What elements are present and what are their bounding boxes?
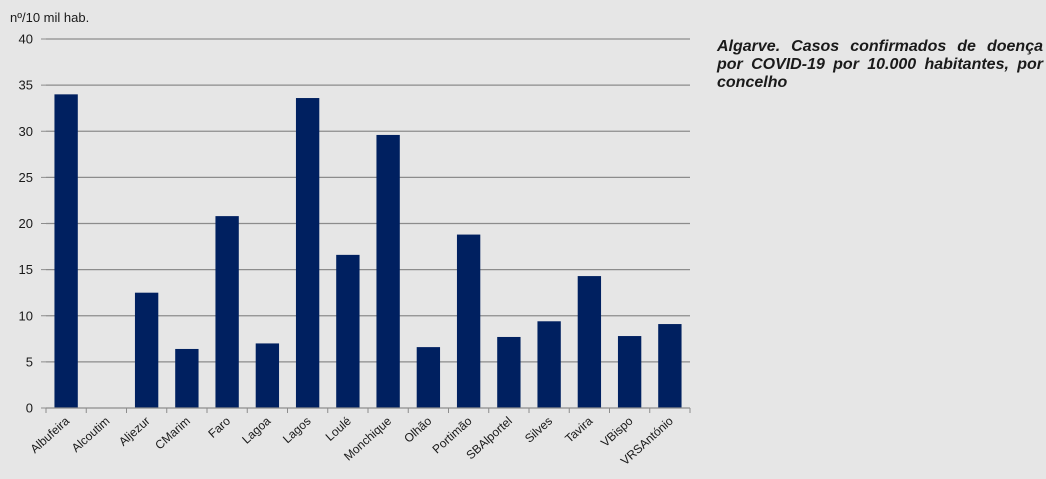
x-tick-label: Aljezur <box>116 414 153 449</box>
bar-albufeira <box>54 94 78 408</box>
x-tick-label: Alcoutim <box>69 414 113 455</box>
x-tick-label: Tavira <box>562 414 595 446</box>
y-tick-label: 10 <box>19 308 33 323</box>
bar-faro <box>215 216 239 408</box>
bar-chart: nº/10 mil hab. 0 5 10 15 20 25 30 35 40 Albufeir… <box>10 10 691 468</box>
y-tick-label: 5 <box>26 354 33 369</box>
y-axis-unit-label: nº/10 mil hab. <box>10 10 89 25</box>
x-tick-label: Silves <box>522 414 555 446</box>
chart: nº/10 mil hab. 0 5 10 15 20 25 30 35 40 Albufeir… <box>10 10 691 468</box>
bar-olhão <box>416 347 441 408</box>
x-tick-label: CMarim <box>152 414 193 453</box>
x-tick-label: Olhão <box>401 414 434 446</box>
y-tick-label: 40 <box>19 32 33 47</box>
y-tick-label: 0 <box>26 401 33 416</box>
bar-sbalportel <box>497 336 521 408</box>
y-tick-label: 15 <box>19 262 33 277</box>
x-tick-label: Albufeira <box>28 414 73 456</box>
x-tick-label: Lagos <box>280 414 314 446</box>
y-tick-label: 20 <box>19 216 33 231</box>
bars <box>54 94 682 408</box>
x-tick-label: Lagoa <box>239 414 273 447</box>
y-tick-labels: 0 5 10 15 20 25 30 35 40 <box>19 32 33 416</box>
bar-silves <box>537 321 561 408</box>
y-tick-label: 25 <box>19 170 33 185</box>
x-tick-label: Faro <box>205 414 233 441</box>
bar-aljezur <box>134 292 159 408</box>
x-tick-label: Loulé <box>323 414 354 444</box>
chart-caption: Algarve. Casos confirmados de doença por… <box>717 38 1043 91</box>
bar-vrsantónio <box>658 324 682 408</box>
axes <box>41 38 691 413</box>
bar-lagoa <box>255 343 280 408</box>
y-tick-label: 35 <box>19 78 33 93</box>
x-tick-label: VBispo <box>598 414 636 450</box>
bar-monchique <box>376 134 400 408</box>
bar-loulé <box>336 254 360 408</box>
bar-lagos <box>295 98 320 408</box>
bar-cmarim <box>175 348 199 408</box>
y-tick-label: 30 <box>19 124 33 139</box>
bar-tavira <box>577 276 602 408</box>
bar-portimão <box>456 234 481 408</box>
bar-vbispo <box>617 336 642 408</box>
